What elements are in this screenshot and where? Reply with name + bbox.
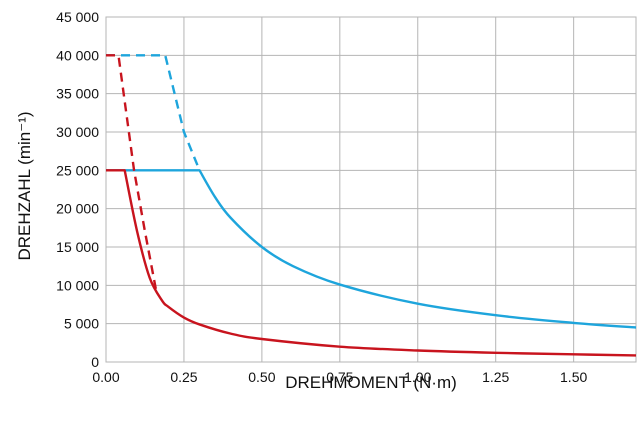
x-tick-label-3: 0.75: [326, 369, 353, 385]
y-axis-title: DREHZAHL (min⁻¹): [15, 111, 34, 260]
x-tick-label-2: 0.50: [248, 369, 275, 385]
x-tick-label-4: 1.00: [404, 369, 431, 385]
x-tick-label-5: 1.25: [482, 369, 509, 385]
x-tick-label-1: 0.25: [170, 369, 197, 385]
y-tick-label-5: 25 000: [56, 162, 99, 178]
y-tick-label-1: 5 000: [64, 316, 99, 332]
series-line-2-solid: [106, 169, 637, 357]
x-axis-ticks: 0.00 0.25 0.50 0.75 1.00 1.25 1.50: [92, 369, 587, 385]
series-group: [106, 54, 637, 357]
y-tick-label-9: 45 000: [56, 9, 99, 25]
y-axis-ticks: 0 5 000 10 000 15 000 20 000 25 000 30 000 35 0…: [56, 9, 99, 370]
plot-frame: [105, 16, 637, 363]
series-line-3-dashed: [106, 54, 158, 290]
series-line-0-solid: [106, 169, 637, 329]
y-tick-label-0: 0: [91, 354, 99, 370]
y-tick-label-2: 10 000: [56, 277, 99, 293]
y-tick-label-6: 30 000: [56, 124, 99, 140]
y-tick-label-3: 15 000: [56, 239, 99, 255]
y-tick-label-7: 35 000: [56, 86, 99, 102]
x-axis-title: DREHMOMENT (N·m): [285, 373, 457, 392]
grid: [105, 16, 637, 363]
y-tick-label-8: 40 000: [56, 47, 99, 63]
x-tick-label-0: 0.00: [92, 369, 119, 385]
y-tick-label-4: 20 000: [56, 201, 99, 217]
x-tick-label-6: 1.50: [560, 369, 587, 385]
series-line-1-dashed: [106, 54, 201, 171]
